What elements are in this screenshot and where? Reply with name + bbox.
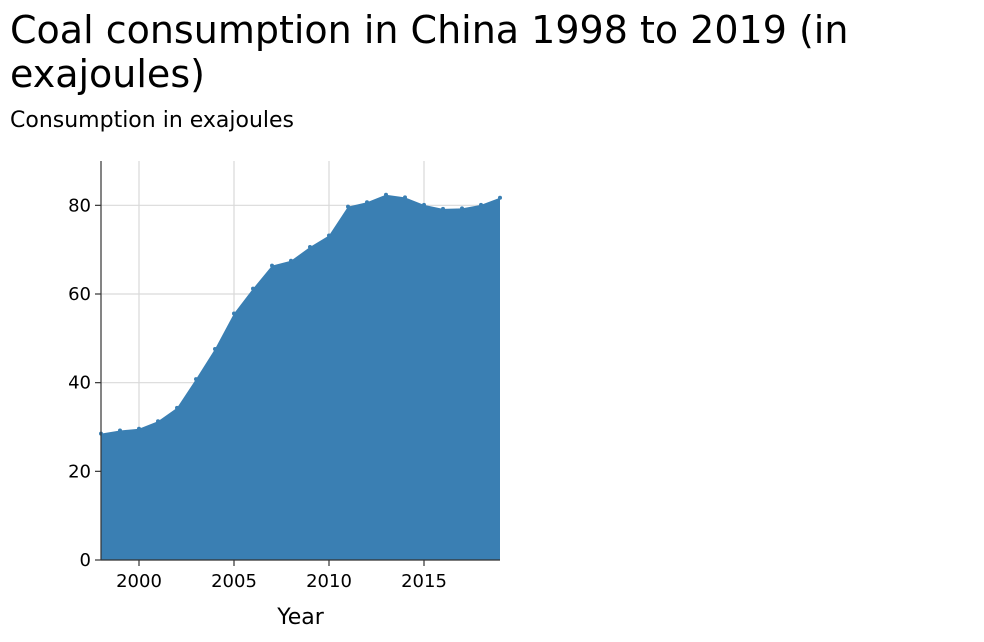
data-point bbox=[270, 263, 274, 268]
data-point bbox=[118, 428, 122, 433]
data-point bbox=[308, 245, 312, 250]
x-ticks: 2000 2005 2010 2015 bbox=[116, 560, 447, 592]
data-point bbox=[460, 206, 464, 211]
y-tick-label: 0 bbox=[80, 550, 91, 571]
area-series bbox=[101, 194, 500, 560]
x-tick-label: 2005 bbox=[211, 571, 257, 592]
data-point bbox=[479, 202, 483, 207]
data-point bbox=[213, 346, 217, 351]
y-tick-label: 40 bbox=[68, 373, 91, 394]
y-tick-label: 20 bbox=[68, 461, 91, 482]
data-point bbox=[137, 426, 141, 431]
x-axis-title: Year bbox=[276, 605, 325, 630]
x-tick-label: 2015 bbox=[401, 571, 447, 592]
data-point bbox=[403, 195, 407, 200]
chart-title: Coal consumption in China 1998 to 2019 (… bbox=[10, 8, 849, 96]
data-point bbox=[156, 419, 160, 424]
y-axis-title: Consumption in exajoules bbox=[10, 108, 295, 133]
data-point bbox=[346, 204, 350, 209]
data-point bbox=[498, 195, 502, 200]
data-point bbox=[232, 311, 236, 316]
data-point bbox=[251, 286, 255, 291]
data-point bbox=[441, 206, 445, 211]
y-tick-label: 60 bbox=[68, 284, 91, 305]
data-point bbox=[194, 377, 198, 382]
y-ticks: 0 20 40 60 80 bbox=[68, 195, 101, 571]
x-tick-label: 2000 bbox=[116, 571, 162, 592]
x-tick-label: 2010 bbox=[306, 571, 352, 592]
data-point bbox=[422, 202, 426, 207]
data-point bbox=[289, 258, 293, 263]
area-layer bbox=[99, 192, 502, 560]
data-point bbox=[365, 200, 369, 205]
y-tick-label: 80 bbox=[68, 195, 91, 216]
axes bbox=[100, 161, 500, 561]
data-point bbox=[327, 233, 331, 238]
data-point bbox=[384, 192, 388, 197]
data-point bbox=[175, 405, 179, 410]
